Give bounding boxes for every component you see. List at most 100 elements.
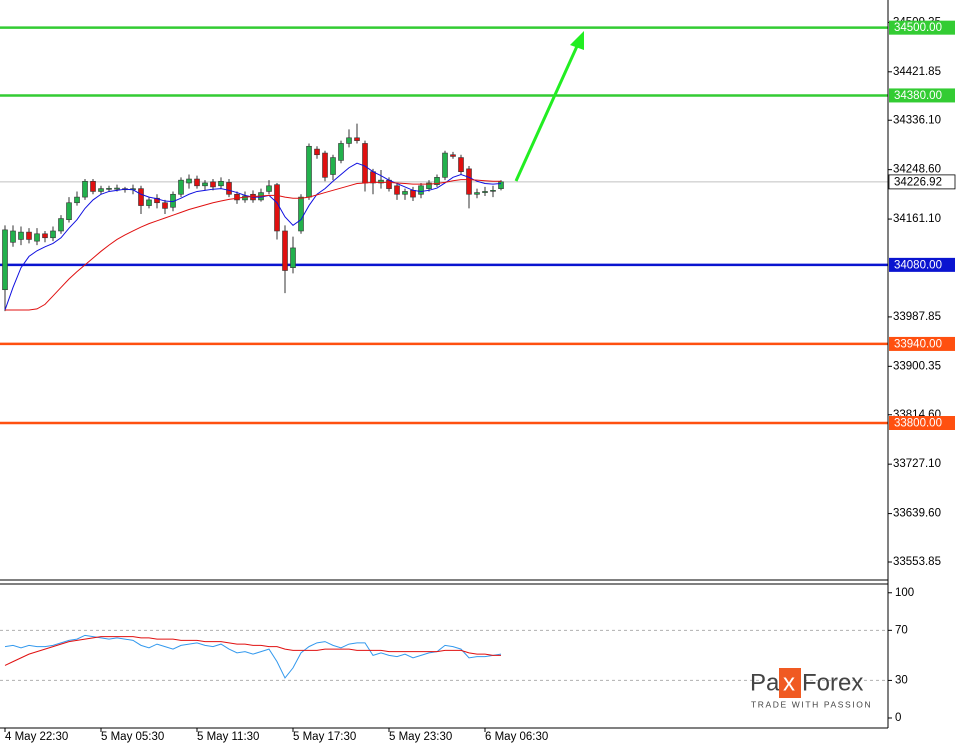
candle-body <box>42 233 48 239</box>
candle-body <box>226 182 232 195</box>
candle-body <box>482 191 488 193</box>
candle-body <box>402 191 408 195</box>
candle-body <box>442 152 448 178</box>
candle-body <box>274 184 280 232</box>
level-label: 34080.00 <box>894 259 942 271</box>
candle-body <box>346 137 352 144</box>
y-tick-label: 34161.10 <box>893 213 941 225</box>
candle-body <box>202 182 208 187</box>
candle-body <box>106 188 112 190</box>
candle-body <box>330 157 336 175</box>
candle-body <box>306 145 312 198</box>
y-tick-label: 34336.10 <box>893 114 941 126</box>
candle-body <box>450 154 456 157</box>
candle-body <box>58 218 64 232</box>
candle-body <box>218 180 224 187</box>
candle-body <box>266 185 272 192</box>
candle-body <box>74 196 80 204</box>
candle-body <box>114 187 120 190</box>
candle-body <box>82 180 88 198</box>
y-tick-label: 70 <box>895 624 908 636</box>
y-tick-label: 33900.35 <box>893 360 941 372</box>
y-tick-label: 30 <box>895 674 908 686</box>
candle-body <box>298 196 304 232</box>
logo-text: Forex <box>802 669 863 696</box>
y-tick-label: 33987.85 <box>893 311 941 323</box>
level-label-box <box>889 257 955 272</box>
forecast-arrow <box>514 31 584 182</box>
logo-tagline: TRADE WITH PASSION <box>751 699 872 709</box>
y-tick-label: 33639.60 <box>893 508 941 520</box>
y-tick-label: 33553.85 <box>893 556 941 568</box>
candle-body <box>314 148 320 156</box>
logo-mark <box>779 668 801 698</box>
level-label: 34500.00 <box>894 22 942 34</box>
y-tick-label: 100 <box>895 587 914 599</box>
candle-body <box>362 143 368 184</box>
level-label-box <box>889 336 955 351</box>
logo-text: Pa <box>750 669 780 696</box>
x-tick-label: 4 May 22:30 <box>5 731 68 743</box>
line-series <box>4 636 501 666</box>
candle-body <box>10 230 16 243</box>
candle-body <box>98 188 104 192</box>
x-tick-label: 5 May 17:30 <box>293 731 356 743</box>
y-tick-label: 33727.10 <box>893 458 941 470</box>
candle-body <box>154 197 160 204</box>
candle-body <box>282 230 288 271</box>
candle-body <box>474 192 480 195</box>
line-series <box>4 634 502 679</box>
logo: Pa x Forex TRADE WITH PASSION <box>750 668 872 709</box>
candle-body <box>2 229 8 291</box>
level-label: 34380.00 <box>894 90 942 102</box>
candle-body <box>426 182 432 189</box>
candle-body <box>466 168 472 195</box>
level-label: 33940.00 <box>894 338 942 350</box>
candle-body <box>138 188 144 206</box>
x-tick-label: 5 May 05:30 <box>101 731 164 743</box>
level-label-box <box>889 20 955 35</box>
candle-body <box>18 231 24 240</box>
candle-body <box>434 177 440 185</box>
y-tick-label: 0 <box>895 712 901 724</box>
candle-body <box>234 193 240 201</box>
plot-area <box>0 26 888 681</box>
candle-body <box>354 137 360 141</box>
candle-body <box>378 179 384 184</box>
x-tick-label: 5 May 11:30 <box>197 731 259 743</box>
y-tick-label: 34248.60 <box>893 164 941 176</box>
candle-body <box>394 185 400 195</box>
candle-body <box>210 181 216 188</box>
candle-body <box>322 152 328 178</box>
level-label-box <box>889 88 955 103</box>
candle-body <box>290 247 296 268</box>
last-price-label: 34226.92 <box>894 176 942 188</box>
x-tick-label: 6 May 06:30 <box>485 731 548 743</box>
candle-body <box>490 190 496 192</box>
candle-body <box>370 171 376 184</box>
candle-body <box>146 199 152 206</box>
level-label: 33800.00 <box>894 418 942 430</box>
candle-body <box>186 178 192 184</box>
candle-body <box>90 180 96 192</box>
x-tick-label: 5 May 23:30 <box>389 731 452 743</box>
line-series <box>5 179 501 311</box>
candle-body <box>178 179 184 195</box>
y-tick-label: 34421.85 <box>893 66 941 78</box>
candle-body <box>338 143 344 161</box>
candle-body <box>34 233 40 242</box>
logo-text: x <box>783 669 795 696</box>
candle-body <box>498 181 504 189</box>
line-series <box>4 162 502 311</box>
candle-body <box>162 202 168 209</box>
level-label-box <box>889 415 955 430</box>
candle-body <box>66 202 72 220</box>
candle-body <box>458 157 464 172</box>
candle-body <box>50 230 56 239</box>
candle-body <box>194 178 200 187</box>
candle-body <box>26 231 32 240</box>
candle-body <box>410 190 416 198</box>
